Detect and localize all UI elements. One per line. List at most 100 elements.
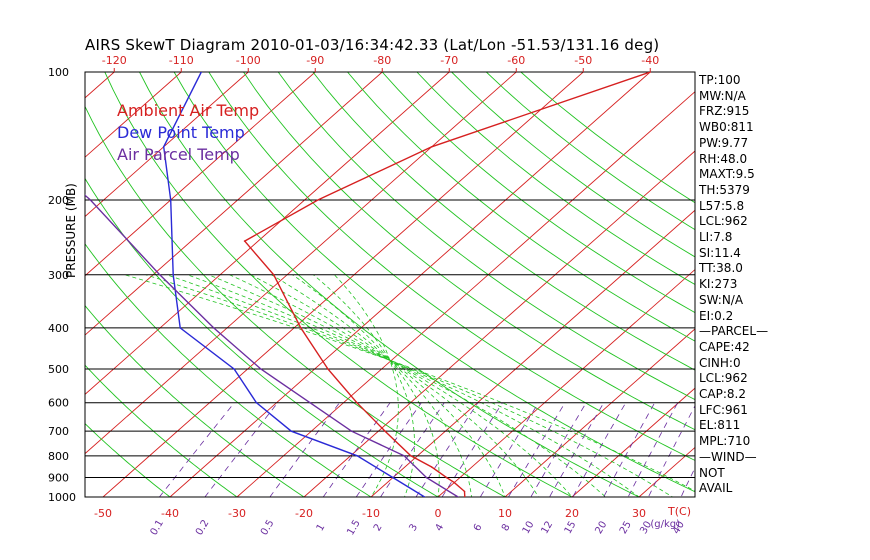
dry-adiabat-line — [416, 72, 695, 286]
index-line: PW:9.77 — [699, 135, 749, 150]
isotherm-line — [370, 209, 695, 497]
mixing-ratio-label-12: 15 — [563, 519, 579, 536]
series-point-0-9 — [410, 455, 412, 457]
moist-adiabat-line — [166, 274, 640, 497]
dry-adiabat-line — [208, 72, 695, 461]
index-line: TH:5379 — [699, 182, 750, 197]
index-line: —PARCEL— — [699, 324, 769, 339]
index-line: TT:38.0 — [699, 261, 743, 276]
y-axis-title: PRESSURE (MB) — [64, 183, 78, 278]
legend-ambient-air-temp: Ambient Air Temp — [117, 101, 260, 120]
bottom-temp-label-8: 30 — [632, 507, 646, 520]
series-point-0-6 — [327, 368, 329, 370]
mixing-ratio-label-10: 10 — [521, 519, 537, 536]
dry-adiabat-line — [451, 72, 695, 258]
series-point-1-3 — [172, 274, 174, 276]
dry-adiabat-line — [85, 422, 171, 497]
moist-adiabat-line — [292, 274, 440, 497]
top-temp-label-2: -100 — [236, 54, 261, 67]
mixing-ratio-label-11: 12 — [539, 519, 555, 536]
series-point-0-11 — [445, 476, 448, 479]
moist-adiabat-line — [313, 274, 415, 497]
isotherm-line — [169, 72, 651, 497]
index-line: EL:811 — [699, 418, 741, 433]
series-point-0-14 — [464, 496, 466, 497]
isotherm-line — [504, 328, 695, 497]
series-point-0-0 — [649, 72, 652, 73]
pressure-tick-label-2: 300 — [48, 269, 69, 282]
series-point-0-12 — [453, 481, 456, 484]
mixing-ratio-line — [269, 402, 340, 497]
dry-adiabat-line — [243, 72, 695, 431]
isotherm-line — [102, 72, 584, 497]
series-point-2-9 — [425, 476, 428, 479]
isotherm-line — [236, 91, 695, 497]
top-temp-label-1: -110 — [169, 54, 194, 67]
series-point-0-13 — [463, 490, 466, 493]
mixing-ratio-label-14: 25 — [618, 519, 634, 536]
bottom-temp-label-2: -30 — [228, 507, 246, 520]
mixing-ratio-label-6: 3 — [407, 522, 420, 533]
mixing-ratio-label-3: 1 — [315, 522, 328, 533]
mixing-ratio-line — [647, 405, 695, 497]
series-point-2-0 — [6, 71, 8, 73]
pressure-tick-label-7: 800 — [48, 450, 69, 463]
isotherm-line — [638, 446, 695, 497]
series-point-2-3 — [159, 274, 161, 276]
mixing-ratio-line — [322, 402, 391, 497]
bottom-temp-label-5: 0 — [435, 507, 442, 520]
index-line: TP:100 — [699, 73, 741, 87]
legend-dew-point-temp: Dew Point Temp — [117, 123, 245, 142]
dry-adiabat-line — [85, 364, 238, 497]
mixing-ratio-label-13: 20 — [594, 519, 610, 536]
isotherm-line — [571, 387, 695, 497]
dry-adiabat-line — [85, 304, 305, 497]
mixing-ratio-line — [507, 402, 566, 497]
top-temp-label-7: -50 — [574, 54, 592, 67]
mixing-ratio-line — [572, 402, 627, 497]
dry-adiabat-line — [381, 72, 695, 314]
series-point-0-8 — [384, 430, 386, 433]
index-line: NOT — [699, 465, 725, 480]
isotherm-line — [303, 150, 695, 497]
moist-adiabat-line — [271, 274, 472, 497]
series-point-0-2 — [317, 199, 319, 201]
plot-area — [85, 72, 695, 497]
moist-adiabat-line — [334, 274, 399, 497]
mixing-ratio-line — [204, 402, 279, 497]
moist-adiabat-line — [229, 274, 539, 497]
index-line: RH:48.0 — [699, 151, 748, 166]
pressure-tick-label-9: 1000 — [48, 491, 76, 504]
top-temp-label-4: -80 — [373, 54, 391, 67]
mixing-ratio-line — [479, 402, 539, 497]
series-point-2-8 — [403, 455, 405, 457]
series-point-1-1 — [162, 146, 165, 148]
series-point-1-9 — [392, 476, 394, 479]
moist-adiabat-line — [187, 274, 607, 497]
mixing-ratio-label-1: 0.2 — [194, 518, 211, 537]
pressure-tick-label-3: 400 — [48, 322, 69, 335]
index-line: LFC:961 — [699, 402, 748, 417]
pressure-tick-label-8: 900 — [48, 472, 69, 485]
mixing-ratio-label-7: 4 — [434, 522, 447, 533]
top-temp-label-6: -60 — [507, 54, 525, 67]
moist-adiabat-line — [208, 274, 573, 497]
mixing-ratio-label-0: 0.1 — [149, 518, 166, 537]
dry-adiabat-line — [312, 72, 695, 371]
index-line: AVAIL — [699, 481, 733, 496]
index-line: KI:273 — [699, 277, 738, 292]
isotherm-line — [85, 72, 383, 336]
moist-adiabat-line — [124, 274, 695, 492]
isotherm-line — [437, 268, 695, 497]
mixing-ratio-line — [530, 402, 587, 497]
isotherm-line — [85, 72, 249, 218]
index-line: L57:5.8 — [699, 198, 745, 213]
series-point-1-2 — [169, 199, 172, 201]
index-line: CAPE:42 — [699, 339, 750, 354]
pressure-tick-label-6: 700 — [48, 425, 69, 438]
index-line: LCL:962 — [699, 214, 748, 229]
index-line: LCL:962 — [699, 371, 748, 386]
pressure-tick-label-1: 200 — [48, 194, 69, 207]
series-point-1-5 — [233, 368, 235, 370]
